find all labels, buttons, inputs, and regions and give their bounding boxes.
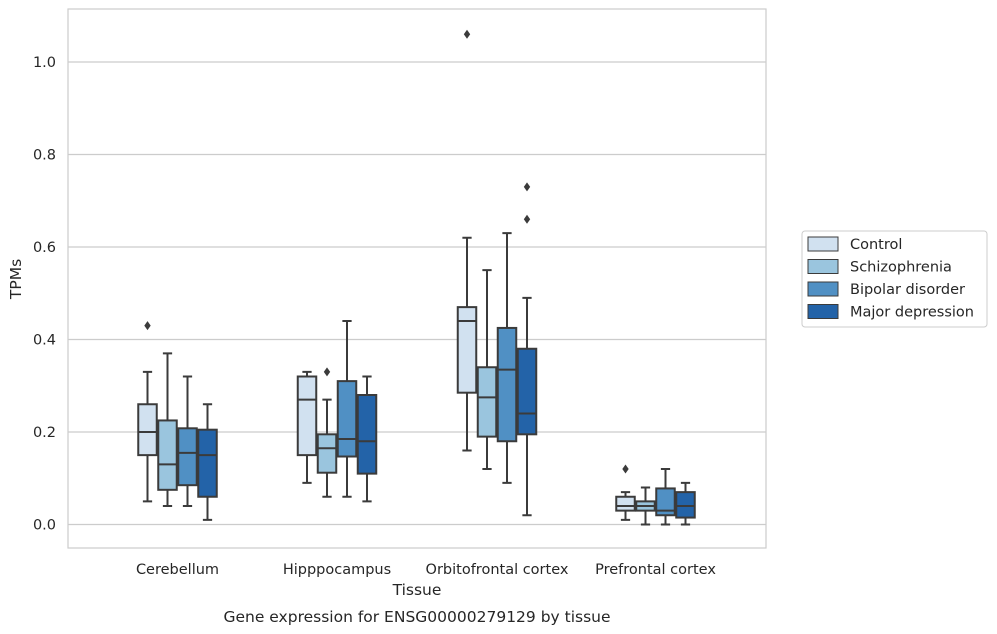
outlier-point xyxy=(523,182,531,192)
box-iqr xyxy=(157,419,178,491)
box-iqr xyxy=(675,491,696,519)
box-major-depression xyxy=(675,481,696,526)
legend-label: Bipolar disorder xyxy=(850,282,965,298)
legend-label: Major depression xyxy=(850,305,974,321)
box-iqr xyxy=(496,326,518,443)
box-schizophrenia xyxy=(316,367,338,498)
plot-frame xyxy=(67,8,767,549)
x-tick-label: Orbitofrontal cortex xyxy=(426,562,569,578)
y-tick-label: 0.2 xyxy=(33,425,56,441)
box-iqr xyxy=(476,366,498,438)
y-tick-label: 0.8 xyxy=(33,148,56,164)
box-plots xyxy=(137,29,696,526)
y-axis-label: TPMs xyxy=(7,259,25,300)
box-major-depression xyxy=(516,182,538,517)
x-tick-label: Prefrontal cortex xyxy=(595,562,716,578)
box-control xyxy=(615,464,636,521)
box-control xyxy=(456,29,478,452)
box-iqr xyxy=(456,306,478,394)
x-axis-label: Tissue xyxy=(392,581,442,599)
legend: Control Schizophrenia Bipolar disorder Majo… xyxy=(801,230,988,328)
box-iqr xyxy=(177,427,198,487)
box-schizophrenia xyxy=(476,269,498,470)
box-iqr xyxy=(615,495,636,512)
y-tick-label: 0.0 xyxy=(33,518,56,534)
y-tick-label: 0.4 xyxy=(33,333,56,349)
box-iqr xyxy=(197,428,218,498)
box-iqr xyxy=(137,403,158,457)
y-tick-labels: 0.0 0.2 0.4 0.6 0.8 1.0 xyxy=(33,55,56,534)
x-tick-labels: Cerebellum Hipppocampus Orbitofrontal cort… xyxy=(136,562,716,578)
legend-swatch xyxy=(807,304,839,319)
box-control xyxy=(296,370,318,484)
box-bipolar-disorder xyxy=(336,320,358,498)
legend-label: Control xyxy=(850,237,902,253)
outlier-point xyxy=(622,464,629,474)
box-major-depression xyxy=(356,375,378,503)
box-iqr xyxy=(655,487,676,517)
box-iqr xyxy=(356,394,378,475)
legend-swatch xyxy=(807,259,839,274)
box-iqr xyxy=(296,375,318,457)
box-bipolar-disorder xyxy=(496,232,518,484)
y-tick-label: 0.6 xyxy=(33,240,56,256)
box-iqr xyxy=(336,380,358,458)
outlier-point xyxy=(463,29,471,39)
legend-label: Schizophrenia xyxy=(850,260,952,276)
outlier-point xyxy=(323,367,331,377)
x-tick-label: Cerebellum xyxy=(136,562,219,578)
box-bipolar-disorder xyxy=(655,468,676,526)
legend-swatch xyxy=(807,236,839,252)
box-schizophrenia xyxy=(157,352,178,507)
box-iqr xyxy=(516,347,538,436)
box-control xyxy=(137,321,158,503)
box-major-depression xyxy=(197,403,218,521)
y-tick-label: 1.0 xyxy=(33,55,56,71)
legend-swatch xyxy=(807,281,839,297)
box-iqr xyxy=(316,433,338,474)
x-tick-label: Hipppocampus xyxy=(283,562,391,578)
outlier-point xyxy=(523,214,531,224)
outlier-point xyxy=(144,321,151,331)
box-schizophrenia xyxy=(635,486,656,526)
chart-caption: Gene expression for ENSG00000279129 by t… xyxy=(223,608,610,626)
legend-frame xyxy=(801,230,988,328)
box-bipolar-disorder xyxy=(177,375,198,507)
